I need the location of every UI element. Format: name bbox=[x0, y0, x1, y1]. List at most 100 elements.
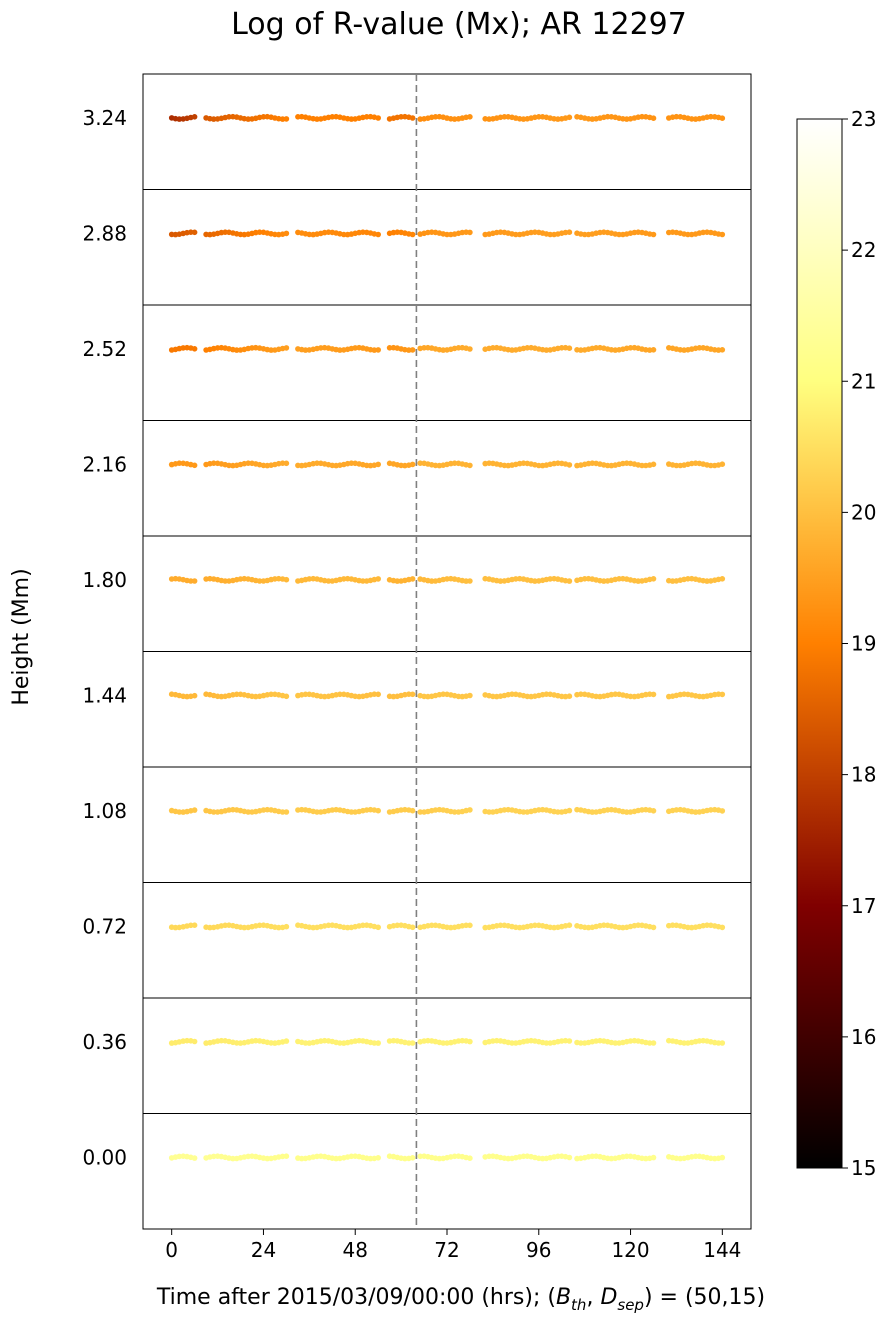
data-point bbox=[566, 462, 573, 468]
data-point bbox=[191, 1038, 198, 1045]
data-point bbox=[719, 691, 726, 698]
data-point bbox=[409, 576, 416, 582]
data-point bbox=[375, 1040, 382, 1046]
x-axis-label: Time after 2015/03/09/00:00 (hrs); (Bth,… bbox=[156, 1285, 765, 1314]
data-point bbox=[191, 229, 198, 236]
data-point bbox=[719, 115, 726, 121]
data-point bbox=[532, 922, 538, 929]
data-point bbox=[566, 807, 573, 814]
data-point bbox=[409, 1040, 416, 1046]
colorbar-tick-label: 21 bbox=[851, 369, 876, 393]
data-point bbox=[283, 345, 290, 351]
data-point bbox=[283, 1153, 290, 1159]
data-point bbox=[566, 578, 573, 584]
data-point bbox=[371, 691, 378, 697]
data-point bbox=[673, 113, 680, 120]
data-point bbox=[191, 807, 198, 813]
data-point bbox=[719, 576, 726, 582]
data-point bbox=[497, 922, 504, 929]
data-point bbox=[719, 1154, 726, 1161]
panel-0.72 bbox=[142, 882, 752, 999]
data-point bbox=[650, 1040, 657, 1046]
data-point bbox=[566, 693, 573, 699]
colorbar-tick-label: 22 bbox=[851, 238, 876, 262]
x-axis: 0 24 48 72 96 120 144 bbox=[165, 1229, 741, 1262]
data-point bbox=[566, 114, 573, 121]
data-point bbox=[417, 1153, 424, 1160]
data-point bbox=[566, 922, 573, 928]
data-point bbox=[650, 461, 657, 468]
data-point bbox=[578, 691, 584, 697]
panel-3.24 bbox=[142, 73, 752, 190]
data-point bbox=[386, 345, 393, 351]
data-point bbox=[566, 345, 573, 352]
data-point bbox=[467, 578, 473, 584]
data-point bbox=[375, 807, 382, 814]
data-point bbox=[226, 114, 232, 120]
data-point bbox=[409, 807, 416, 814]
data-point bbox=[256, 922, 263, 929]
data-point bbox=[417, 460, 424, 467]
data-point bbox=[467, 692, 473, 699]
data-point bbox=[451, 1153, 458, 1160]
data-point bbox=[467, 462, 473, 469]
data-point bbox=[451, 809, 458, 815]
panel-2.16 bbox=[142, 420, 752, 537]
data-point bbox=[409, 924, 416, 931]
data-point bbox=[371, 1040, 378, 1046]
data-point bbox=[191, 692, 198, 699]
data-point bbox=[283, 809, 290, 815]
data-point bbox=[256, 578, 263, 584]
colorbar-tick-label: 20 bbox=[851, 500, 876, 524]
panel-0.36 bbox=[142, 997, 752, 1114]
data-point bbox=[375, 691, 382, 698]
panel-1.80 bbox=[142, 535, 752, 652]
data-point bbox=[176, 809, 183, 815]
panel-2.88 bbox=[142, 189, 752, 306]
data-point bbox=[719, 808, 726, 814]
data-point bbox=[409, 1155, 416, 1161]
data-point bbox=[650, 347, 657, 353]
data-point bbox=[593, 345, 599, 351]
height-label: 2.88 bbox=[82, 221, 127, 245]
data-point bbox=[566, 229, 573, 235]
data-point bbox=[409, 691, 416, 698]
data-point bbox=[375, 347, 382, 353]
x-tick-label: 0 bbox=[165, 1238, 178, 1262]
x-tick-label: 120 bbox=[611, 1238, 649, 1262]
data-point bbox=[650, 691, 657, 698]
data-point bbox=[650, 576, 657, 582]
data-point bbox=[375, 231, 382, 238]
colorbar-tick-label: 16 bbox=[851, 1025, 876, 1049]
data-point bbox=[719, 924, 726, 931]
y-axis-label: Height (Mm) bbox=[9, 568, 34, 705]
data-point bbox=[417, 809, 424, 815]
data-point bbox=[432, 114, 439, 120]
x-tick-label: 144 bbox=[703, 1238, 741, 1262]
data-point bbox=[467, 1155, 473, 1161]
data-point bbox=[467, 1038, 473, 1045]
data-point bbox=[547, 231, 553, 238]
data-point bbox=[191, 578, 198, 584]
height-label: 2.16 bbox=[82, 452, 127, 476]
data-point bbox=[191, 1155, 198, 1161]
data-point bbox=[719, 347, 726, 353]
data-point bbox=[283, 923, 290, 930]
panel-2.52 bbox=[142, 304, 752, 421]
data-point bbox=[283, 1038, 290, 1044]
data-point bbox=[256, 229, 263, 235]
data-point bbox=[283, 576, 290, 583]
data-point bbox=[566, 1038, 573, 1044]
data-point bbox=[283, 460, 290, 467]
colorbar: 15 16 17 18 19 20 21 22 23 bbox=[796, 107, 876, 1180]
data-point bbox=[578, 1040, 584, 1046]
data-point bbox=[191, 462, 198, 469]
colorbar-tick-label: 19 bbox=[851, 632, 876, 656]
data-point bbox=[337, 691, 343, 698]
x-tick-label: 48 bbox=[342, 1238, 367, 1262]
height-label: 0.00 bbox=[82, 1145, 127, 1169]
data-point bbox=[283, 230, 290, 237]
data-point bbox=[191, 922, 198, 928]
data-point bbox=[467, 922, 473, 929]
